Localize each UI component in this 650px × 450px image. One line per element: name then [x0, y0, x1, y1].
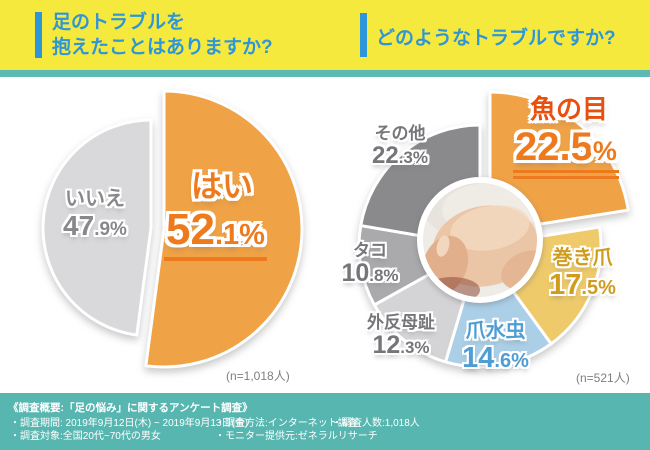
header-divider	[0, 70, 650, 77]
sample-size-right: (n=521人)	[576, 371, 630, 385]
survey-target: ・調査対象:全国20代~70代の男女	[10, 431, 161, 442]
accent-bar-right	[360, 13, 367, 57]
label-callus: タコ 10.8%	[341, 241, 399, 288]
survey-method: ・調査方法:インターネット調査	[215, 418, 358, 429]
label-nail-fungus: 爪水虫 14.6%	[462, 320, 529, 374]
label-corn-value: 22.5%	[513, 125, 619, 180]
survey-provider: ・モニター提供元:ゼネラルリサーチ	[215, 431, 378, 442]
accent-bar-left	[35, 12, 42, 58]
question-1-line1: 足のトラブルを	[52, 12, 186, 33]
label-corn: 魚の目	[529, 94, 608, 124]
question-1-line2: 抱えたことはありますか?	[52, 37, 273, 58]
survey-period: ・調査期間: 2019年9月12日(木) ~ 2019年9月13日(金)	[10, 418, 249, 429]
sample-size-left: (n=1,018人)	[226, 369, 290, 383]
pie-slice-いいえ	[41, 118, 153, 337]
pie-slice-はい	[144, 89, 304, 369]
label-bunion: 外反母趾 12.3%	[367, 313, 435, 360]
question-2-title: どのようなトラブルですか?	[376, 28, 616, 49]
label-no-name: いいえ	[65, 188, 125, 210]
label-other: その他 22.3%	[372, 124, 428, 170]
donut-chart-trouble-types	[357, 90, 630, 369]
label-no-value: 47.9%	[63, 209, 127, 241]
survey-count: ・調査人数:1,018人	[332, 418, 420, 429]
question-1-title: 足のトラブルを 抱えたことはありますか?	[52, 10, 273, 60]
label-yes: はい	[191, 169, 253, 204]
survey-overview-title: 《調査概要:「足の悩み」に関するアンケート調査》	[8, 402, 253, 414]
pie-chart-yes-no	[41, 89, 304, 369]
label-ingrown-nail: 巻き爪 17.5%	[549, 247, 616, 301]
header-band: 足のトラブルを 抱えたことはありますか? どのようなトラブルですか?	[0, 0, 650, 70]
survey-overview-footer: 《調査概要:「足の悩み」に関するアンケート調査》 ・調査期間: 2019年9月1…	[0, 393, 650, 450]
label-no: いいえ 47.9%	[50, 188, 140, 241]
center-foot-photo	[417, 177, 543, 303]
label-yes-value: 52.1%	[164, 206, 267, 261]
